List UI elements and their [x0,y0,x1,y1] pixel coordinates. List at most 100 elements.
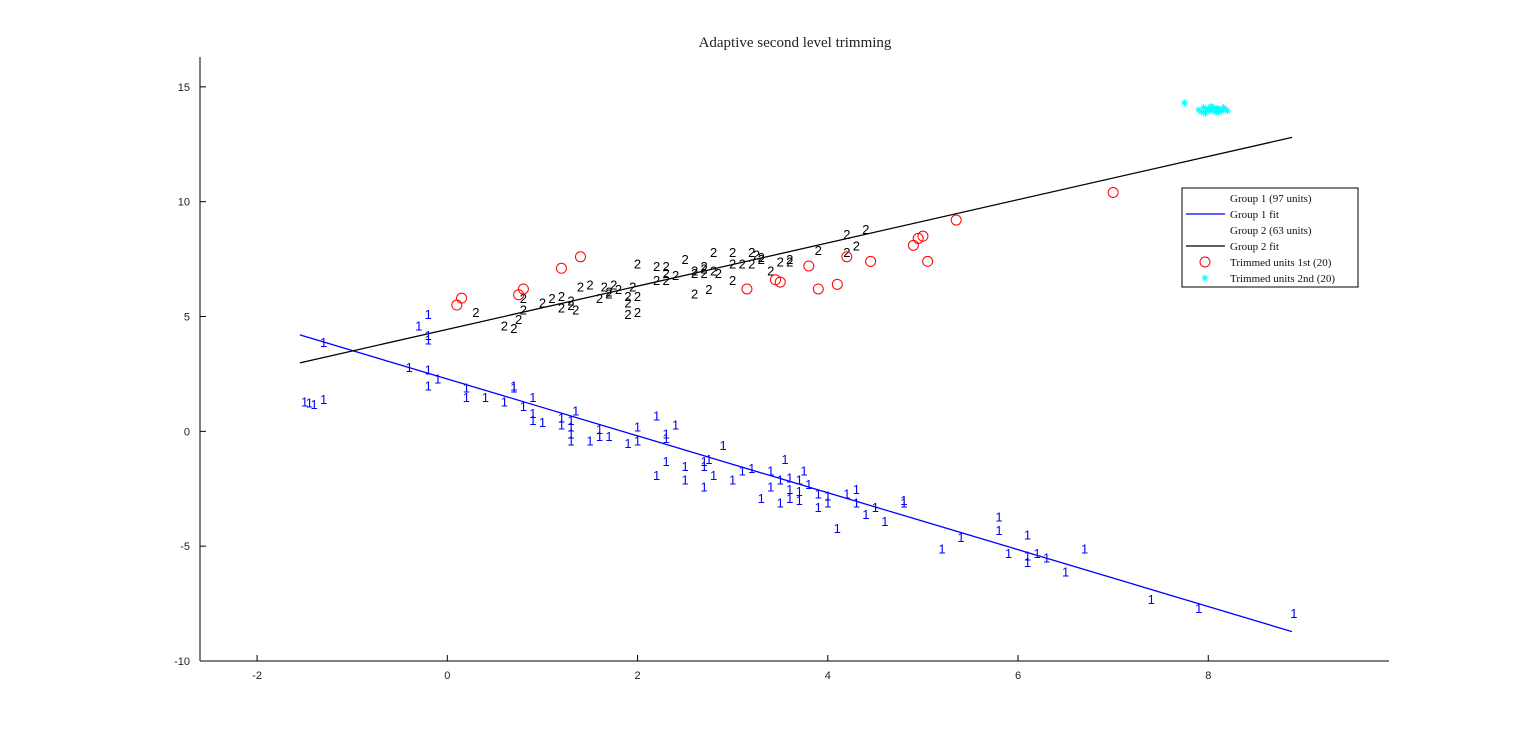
group2-point: 2 [710,245,717,260]
group1-point: 1 [520,399,527,414]
group1-point: 1 [482,390,489,405]
group2-point: 2 [605,284,612,299]
group1-point: 1 [425,332,432,347]
legend-label: Trimmed units 2nd (20) [1230,273,1335,285]
legend-label: Group 2 (63 units) [1230,225,1312,237]
legend-star-symbol [1201,274,1209,282]
group1-point: 1 [662,427,669,442]
legend-label: Trimmed units 1st (20) [1230,257,1332,269]
group2-point: 2 [815,243,822,258]
x-tick-label: -2 [252,670,262,682]
group1-point: 1 [406,360,413,375]
group1-point: 1 [320,335,327,350]
group2-point: 2 [729,273,736,288]
group2-point: 2 [701,266,708,281]
group1-point: 1 [425,307,432,322]
group1-point: 1 [1081,541,1088,556]
group1-point: 1 [1024,528,1031,543]
group1-point: 1 [529,413,536,428]
group1-point: 1 [796,473,803,488]
group2-point: 2 [615,282,622,297]
y-tick-label: -5 [180,541,190,553]
group2-point: 2 [758,252,765,267]
group2-point: 2 [520,303,527,318]
legend-circle-symbol [1199,256,1211,268]
group1-point: 1 [596,422,603,437]
trimmed-second-point [1223,107,1231,115]
group1-point: 1 [1033,546,1040,561]
group2-point: 2 [624,289,631,304]
y-tick-label: -10 [174,656,190,668]
group2-point: 2 [748,257,755,272]
group2-point: 2 [853,238,860,253]
trimmed-first-point [917,230,929,242]
group1-point: 1 [634,420,641,435]
group1-point: 1 [572,404,579,419]
group2-point: 2 [653,273,660,288]
group2-point: 2 [515,312,522,327]
trimmed-first-point [922,255,934,267]
group2-point: 2 [472,305,479,320]
group2-point: 2 [596,291,603,306]
chart-title: Adaptive second level trimming [699,35,892,51]
group2-point: 2 [701,259,708,274]
group1-point: 1 [872,500,879,515]
group1-point: 1 [900,493,907,508]
group1-point: 1 [995,523,1002,538]
trimmed-first-point [865,255,877,267]
group2-point: 2 [672,268,679,283]
group1-point: 1 [605,429,612,444]
trimmed-first-point [517,283,529,295]
group1-point: 1 [529,390,536,405]
group1-point: 1 [558,417,565,432]
group1-point: 1 [510,381,517,396]
group2-point: 2 [586,277,593,292]
group2-point: 2 [605,287,612,302]
x-tick-label: 6 [1015,670,1021,682]
group1-point: 1 [1290,606,1297,621]
group2-point: 2 [843,227,850,242]
y-tick-label: 0 [184,426,190,438]
group2-point: 2 [681,252,688,267]
group2-point: 2 [601,280,608,295]
group1-point: 1 [767,463,774,478]
group1-point: 1 [777,496,784,511]
group2-point: 2 [567,298,574,313]
y-tick-label: 10 [178,197,190,209]
group2-point: 2 [539,296,546,311]
group1-point: 1 [729,473,736,488]
fit-line-group-1-fit [299,334,1293,633]
group2-point: 2 [653,259,660,274]
group2-point: 2 [777,254,784,269]
group1-point: 1 [995,509,1002,524]
group2-point: 2 [634,257,641,272]
group1-point: 1 [425,362,432,377]
group1-point: 1 [306,396,313,411]
group1-point: 1 [653,408,660,423]
group2-point: 2 [786,252,793,267]
group1-point: 1 [758,491,765,506]
group1-point: 1 [938,541,945,556]
axes: -2 0 2 4 6 8 -10 -5 0 5 10 15 [174,57,1389,682]
fit-line-group-2-fit [299,136,1293,364]
legend-label: Group 1 (97 units) [1230,193,1312,205]
group2-point: 2 [753,248,760,263]
y-tick-label: 5 [184,312,190,324]
group1-point: 1 [662,431,669,446]
group2-point: 2 [748,245,755,260]
group2-point: 2 [843,245,850,260]
group1-point: 1 [824,489,831,504]
group2-point: 2 [624,296,631,311]
group2-point: 2 [786,254,793,269]
group1-point: 1 [957,530,964,545]
group1-point: 1 [777,473,784,488]
group2-point: 2 [501,319,508,334]
trimmed-first-point [812,283,824,295]
group1-point: 1 [1148,592,1155,607]
group1-point: 1 [320,392,327,407]
group1-point: 1 [681,473,688,488]
group1-point: 1 [701,479,708,494]
group2-point: 2 [634,305,641,320]
trimmed-first-point [574,251,586,263]
trimmed-first-point [831,278,843,290]
